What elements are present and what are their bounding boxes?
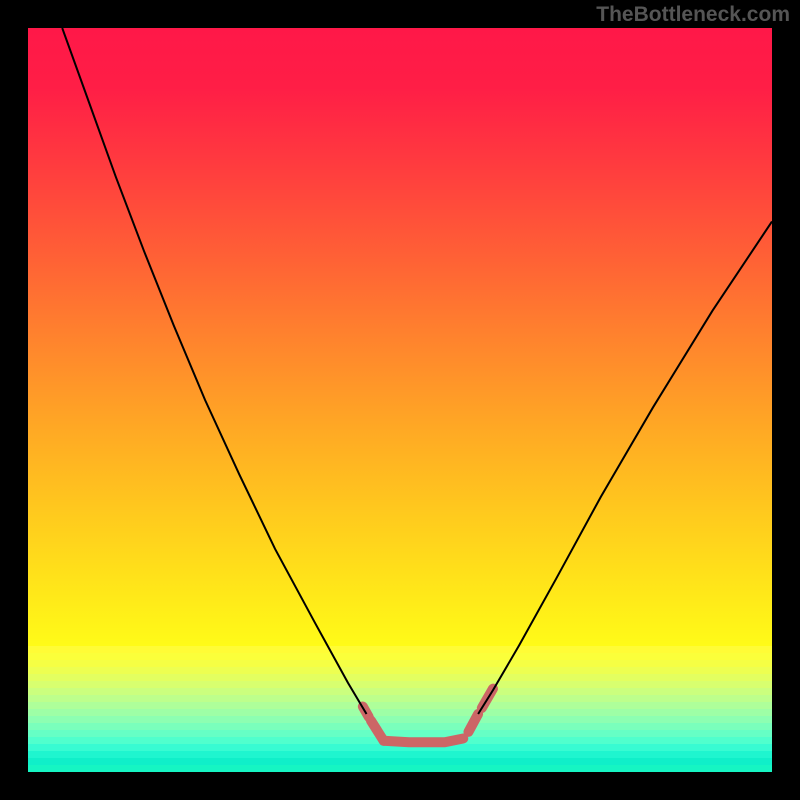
bottleneck-highlight-segment [384,739,464,743]
chart-plot-area [28,28,772,772]
watermark-text: TheBottleneck.com [596,3,790,27]
chart-curve-layer [28,28,772,772]
bottleneck-highlight-segment [468,714,478,732]
